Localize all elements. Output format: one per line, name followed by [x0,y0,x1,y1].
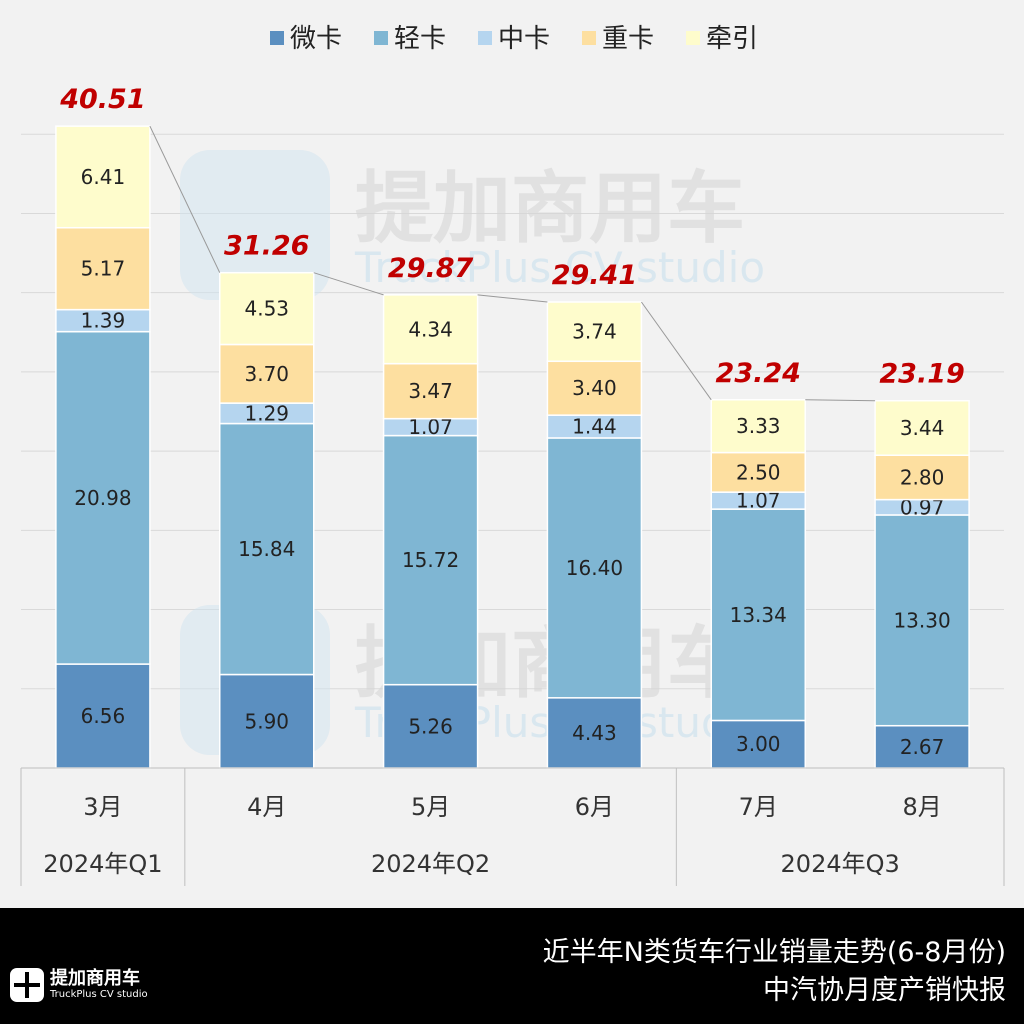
legend-swatch [478,31,492,45]
total-connector [805,399,876,402]
total-connector [641,301,712,401]
total-connector [149,125,221,273]
data-label: 15.84 [238,537,295,561]
data-label: 2.80 [900,465,945,489]
bar-segment [546,697,643,769]
footer: 提加商用车 TruckPlus CV studio 近半年N类货车行业销量走势(… [0,908,1024,1024]
legend-label: 重卡 [602,24,654,54]
legend-label: 微卡 [290,24,342,54]
bar-segment [55,330,151,665]
data-label: 13.30 [893,608,950,632]
legend-label: 轻卡 [394,24,446,54]
data-label: 6.41 [81,165,126,189]
data-label: 3.47 [408,379,453,403]
data-label: 3.74 [572,320,617,344]
data-label: 3.70 [244,362,289,386]
bar-segment [55,125,151,229]
footer-subtitle: 中汽协月度产销快报 [763,975,1006,1006]
data-label: 2.67 [900,735,945,759]
data-label: 15.72 [402,548,459,572]
bar-segment [874,724,970,769]
x-tick-label: 7月 [739,793,778,821]
total-label: 40.51 [59,84,145,115]
bar-segment [710,508,806,722]
legend-label: 牵引 [706,24,758,54]
bar-segment [382,434,479,686]
data-label: 3.40 [572,376,617,400]
data-label: 5.17 [81,257,126,281]
total-label: 23.24 [716,358,801,389]
data-label: 6.56 [81,704,126,728]
bar-segment [874,399,970,456]
legend-swatch [582,31,596,45]
data-label: 16.40 [566,556,623,580]
data-label: 5.90 [244,709,289,733]
data-label: 3.33 [736,414,781,438]
bar-segment [382,362,479,420]
data-label: 3.44 [900,416,945,440]
legend-swatch [270,31,284,45]
bar-segment [382,294,479,365]
x-tick-label: 5月 [411,793,450,821]
total-connector [477,294,548,303]
bar-segment [874,454,970,501]
legend-swatch [374,31,388,45]
bar-segment [55,226,151,311]
group-label: 2024年Q1 [43,850,162,878]
footer-title: 近半年N类货车行业销量走势(6-8月份) [542,937,1006,968]
bar-segment [546,437,643,699]
x-tick-label: 3月 [83,793,122,821]
total-label: 29.87 [388,253,474,284]
data-label: 20.98 [74,486,131,510]
logo-cn: 提加商用车 [50,968,140,989]
legend-swatch [686,31,700,45]
data-label: 13.34 [730,603,787,627]
group-label: 2024年Q2 [371,850,490,878]
legend-label: 中卡 [498,24,550,54]
data-label: 1.44 [572,415,617,439]
watermark-icon [180,150,330,300]
total-label: 23.19 [879,359,964,390]
data-label: 1.29 [244,401,289,425]
x-tick-label: 6月 [575,793,614,821]
bar-segment [546,360,643,416]
data-label: 4.34 [408,317,453,341]
bar-segment [874,514,970,727]
logo-en: TruckPlus CV studio [50,989,148,1000]
bar-segment [546,301,643,363]
total-label: 31.26 [224,231,309,262]
x-tick-label: 4月 [247,793,286,821]
data-label: 3.00 [736,732,781,756]
logo-icon [10,968,44,1002]
x-tick-label: 8月 [902,793,941,821]
bar-segment [219,422,315,676]
data-label: 4.53 [244,297,289,321]
watermark-text: 提加商用车 [355,164,745,254]
data-label: 2.50 [736,460,781,484]
data-label: 1.39 [81,309,126,333]
data-label: 4.43 [572,721,617,745]
data-label: 5.26 [408,714,453,738]
bar-segment [710,399,806,454]
total-label: 29.41 [552,260,637,291]
group-label: 2024年Q3 [781,850,900,878]
total-connector [313,272,384,296]
watermark-text-en: TruckPlus CV studio [354,243,765,292]
bar-segment [219,271,315,346]
brand-logo: 提加商用车 TruckPlus CV studio [10,968,148,1002]
